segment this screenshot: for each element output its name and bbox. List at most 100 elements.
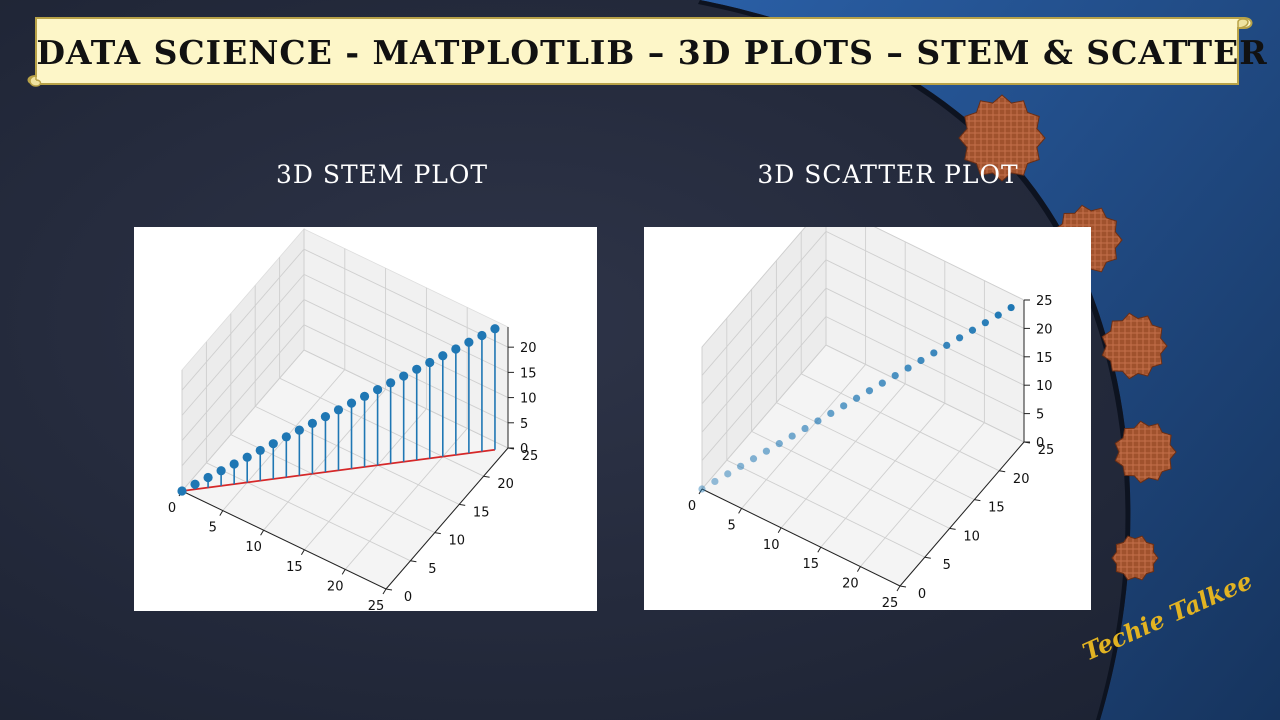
stem-marker xyxy=(255,445,265,456)
grid-line xyxy=(344,428,468,570)
x-tick-label: 15 xyxy=(803,557,820,572)
x-tick-label: 5 xyxy=(727,518,735,533)
grid-line xyxy=(825,344,1025,443)
x-tick-label: 10 xyxy=(763,538,780,553)
grid-line xyxy=(304,408,427,551)
scatter-point xyxy=(698,485,706,493)
grid-line xyxy=(303,248,509,348)
z-tick-label: 5 xyxy=(520,417,528,432)
scatter-point xyxy=(917,356,925,365)
stem-plot-card: 0 5 10 15 20 25 0 5 10 15 20 25 0 5 10 15 20 xyxy=(134,227,597,611)
scatter-point xyxy=(956,334,964,342)
grid-line xyxy=(820,402,946,548)
x-tick-label: 0 xyxy=(688,499,696,514)
stem-marker xyxy=(307,418,317,428)
scatter-point xyxy=(994,311,1002,319)
stem-marker xyxy=(203,472,213,483)
title-banner: DATA SCIENCE - MATPLOTLIB – 3D PLOTS – S… xyxy=(22,14,1268,90)
stem-marker xyxy=(229,459,239,469)
grid-line xyxy=(701,344,827,490)
scatter-point xyxy=(775,440,783,448)
stem-plot-title: 3D STEM PLOT xyxy=(275,160,489,189)
stem-marker xyxy=(333,405,344,415)
scatter-point xyxy=(737,462,745,470)
y-tick-label: 25 xyxy=(1038,443,1055,458)
stem-marker xyxy=(425,357,435,368)
grid-line xyxy=(701,231,827,376)
x-tick xyxy=(260,529,265,536)
z-tick-label: 15 xyxy=(520,366,537,381)
z-tick-label: 10 xyxy=(1036,379,1053,394)
scatter-point xyxy=(814,417,822,425)
y-tick xyxy=(385,588,393,591)
grid-line xyxy=(181,248,305,391)
x-tick xyxy=(382,588,387,595)
scroll-shape xyxy=(27,17,1253,87)
grid-line xyxy=(303,349,509,449)
grid-line xyxy=(860,422,985,567)
scatter-point xyxy=(891,372,899,380)
gear-icon xyxy=(958,94,1046,182)
y-tick xyxy=(459,503,466,506)
stem-marker xyxy=(294,425,304,435)
x-tick xyxy=(817,546,822,553)
stem-marker xyxy=(399,371,409,381)
y-tick-label: 5 xyxy=(943,558,951,573)
z-tick-label: 5 xyxy=(1036,408,1044,423)
x-tick xyxy=(341,569,346,575)
y-axis-line xyxy=(385,447,509,590)
grid-line xyxy=(303,299,509,398)
scatter-point xyxy=(1007,303,1015,312)
y-axis-line xyxy=(899,441,1025,587)
x-tick-label: 15 xyxy=(286,560,303,575)
scatter-point xyxy=(762,447,770,455)
y-tick-label: 5 xyxy=(428,562,436,577)
grid-line xyxy=(181,349,305,492)
x-tick-label: 20 xyxy=(327,579,344,594)
stem-marker xyxy=(177,486,187,496)
x-tick xyxy=(896,585,901,592)
grid-line xyxy=(701,287,827,433)
grid-line xyxy=(825,230,1025,329)
grid-line xyxy=(181,299,305,441)
scatter-point xyxy=(801,424,809,433)
x-tick xyxy=(738,508,743,514)
scatter-point xyxy=(749,455,758,463)
y-tick-label: 10 xyxy=(963,529,980,544)
y-tick xyxy=(483,475,490,478)
grid-line xyxy=(701,227,806,348)
x-tick xyxy=(777,527,782,534)
z-tick-label: 0 xyxy=(520,442,528,457)
scatter-point xyxy=(930,349,938,357)
grid-line xyxy=(206,462,411,562)
scatter-point xyxy=(865,387,874,395)
scatter-point xyxy=(943,341,951,349)
scatter-point xyxy=(878,379,886,387)
grid-line xyxy=(825,287,1025,386)
grid-line xyxy=(780,383,906,529)
y-tick xyxy=(410,560,417,563)
page-title: DATA SCIENCE - MATPLOTLIB – 3D PLOTS – S… xyxy=(36,32,1268,72)
scatter-point xyxy=(968,326,977,334)
z-tick-label: 15 xyxy=(1036,351,1053,366)
grid-line xyxy=(701,259,827,405)
scatter-plot-title: 3D SCATTER PLOT xyxy=(757,160,1019,189)
y-tick-label: 10 xyxy=(449,534,466,549)
stem-marker xyxy=(386,378,396,388)
grid-line xyxy=(181,324,305,467)
z-tick-label: 20 xyxy=(1036,322,1053,337)
grid-line xyxy=(741,364,866,509)
grid-line xyxy=(255,405,460,505)
x-tick xyxy=(856,566,861,572)
stem-marker xyxy=(373,384,383,395)
x-axis-line xyxy=(701,488,901,587)
x-tick-label: 10 xyxy=(245,540,262,555)
y-tick xyxy=(949,527,956,530)
y-tick xyxy=(924,556,931,559)
y-tick-label: 0 xyxy=(404,590,412,605)
x-tick-label: 25 xyxy=(368,599,385,611)
grid-line xyxy=(303,273,509,373)
y-tick-label: 0 xyxy=(918,587,926,602)
